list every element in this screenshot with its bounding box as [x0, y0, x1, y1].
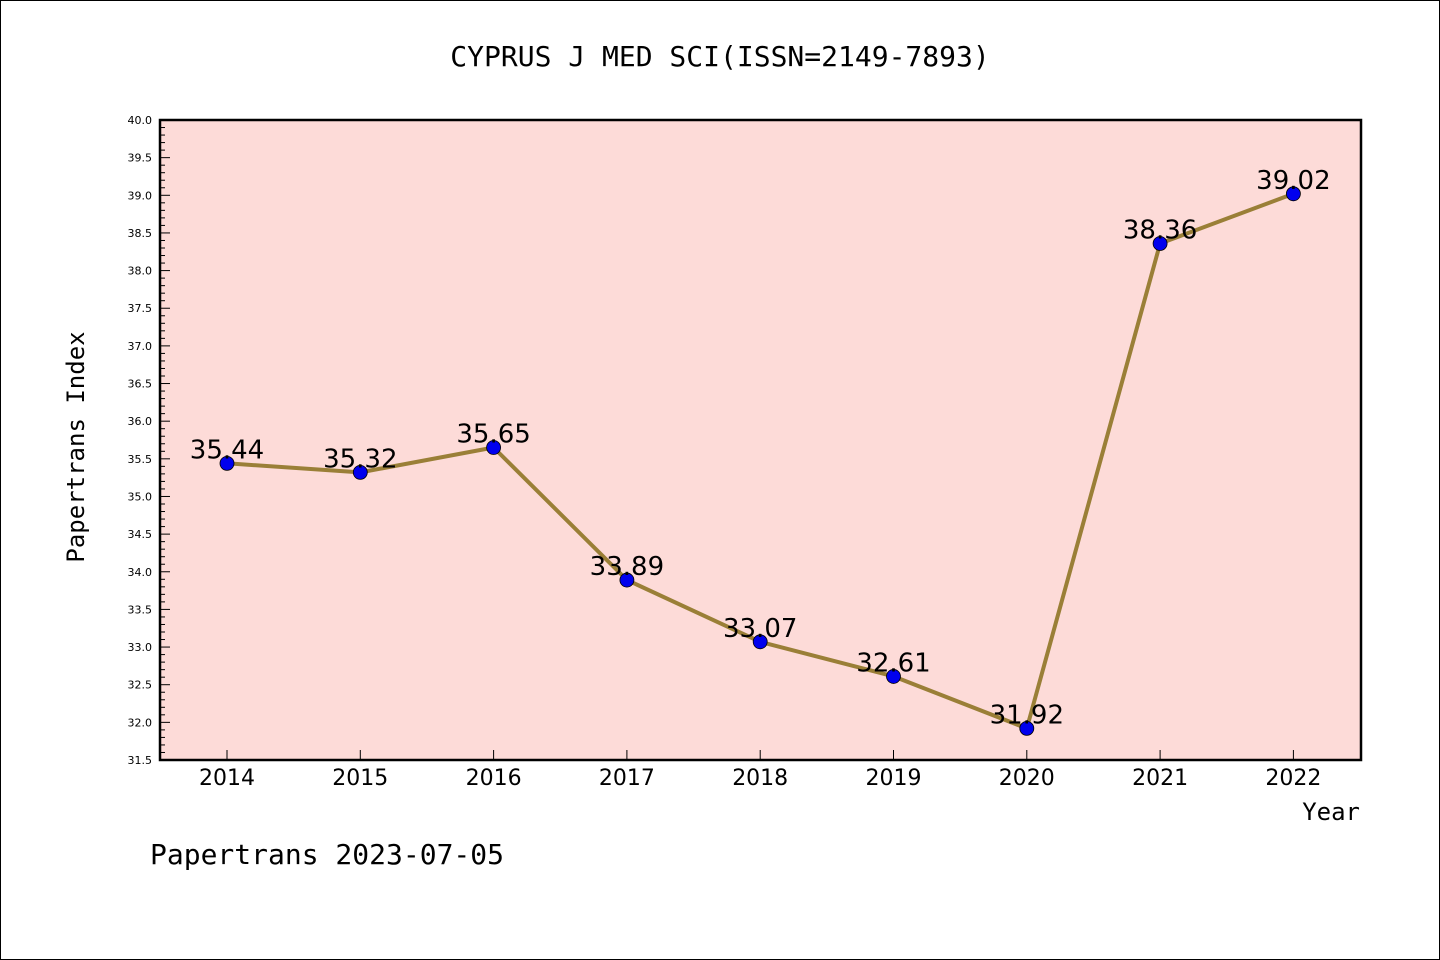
y-tick-label: 32.5 — [128, 679, 153, 692]
data-label: 31.92 — [990, 700, 1064, 730]
footer-text: Papertrans 2023-07-05 — [150, 838, 504, 871]
y-tick-label: 35.5 — [128, 453, 153, 466]
data-point — [352, 464, 368, 480]
y-tick-label: 33.0 — [128, 641, 153, 654]
data-point — [752, 634, 768, 650]
plot-border — [158, 118, 1363, 762]
y-tick-label: 37.5 — [128, 302, 153, 315]
data-label: 33.89 — [590, 552, 664, 582]
data-label: 39.02 — [1256, 166, 1330, 196]
x-tick-label: 2014 — [199, 766, 255, 791]
data-label: 35.65 — [456, 420, 530, 450]
x-tick-label: 2015 — [332, 766, 388, 791]
data-point — [1286, 186, 1301, 202]
y-tick-label: 35.0 — [128, 490, 153, 503]
y-tick-label: 34.5 — [128, 528, 153, 541]
data-label: 33.07 — [723, 614, 797, 644]
data-label: 35.32 — [323, 444, 397, 474]
x-tick-label: 2021 — [1132, 766, 1188, 791]
y-tick-label: 38.5 — [128, 227, 153, 240]
data-label: 38.36 — [1123, 215, 1197, 245]
x-tick-label: 2018 — [732, 766, 788, 791]
y-tick-label: 31.5 — [128, 754, 153, 767]
data-label: 32.61 — [856, 648, 930, 678]
y-tick-label: 37.0 — [128, 340, 153, 353]
y-tick-label: 32.0 — [128, 716, 153, 729]
y-tick-label: 36.5 — [128, 378, 153, 391]
chart-title: CYPRUS J MED SCI(ISSN=2149-7893) — [450, 40, 989, 73]
series-group — [219, 186, 1301, 736]
data-point — [486, 440, 502, 455]
data-labels: 35.44 35.32 35.65 33.89 33.07 32.61 31.92 38.36… — [190, 166, 1331, 731]
data-point — [1152, 236, 1168, 251]
y-tick-label: 33.5 — [128, 603, 153, 616]
x-axis-ticks: 2014 2015 2016 2017 2018 2019 2020 2021 2022 — [199, 750, 1321, 791]
y-tick-label: 40.0 — [128, 114, 153, 127]
data-point — [886, 669, 901, 684]
x-tick-label: 2020 — [999, 766, 1055, 791]
y-tick-label: 39.0 — [128, 189, 153, 202]
data-point — [219, 455, 235, 471]
y-tick-label: 36.0 — [128, 415, 153, 428]
data-point — [619, 572, 635, 588]
plot-area — [160, 120, 1361, 760]
y-axis-ticks: 31.5 32.0 32.5 33.0 33.5 34.0 34.5 35.0 35.5 36.0… — [128, 114, 170, 767]
x-axis-label: Year — [1302, 798, 1360, 826]
y-axis-label: Papertrans Index — [62, 331, 90, 562]
y-tick-label: 39.5 — [128, 152, 153, 165]
x-tick-label: 2016 — [466, 766, 522, 791]
y-tick-label: 34.0 — [128, 566, 153, 579]
x-tick-label: 2017 — [599, 766, 655, 791]
x-tick-label: 2019 — [866, 766, 922, 791]
x-tick-label: 2022 — [1265, 766, 1321, 791]
data-label: 35.44 — [190, 435, 264, 465]
data-point — [1019, 720, 1035, 736]
y-tick-label: 38.0 — [128, 265, 153, 278]
